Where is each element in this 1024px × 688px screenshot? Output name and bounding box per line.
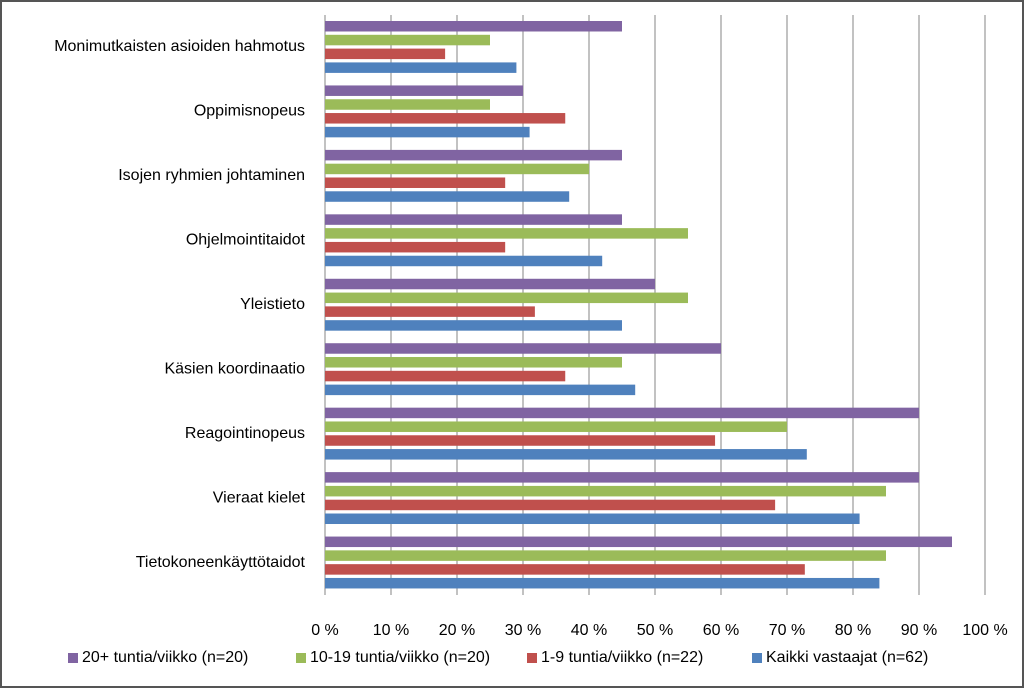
bar: [325, 320, 622, 331]
bar: [325, 255, 603, 267]
legend-label: 20+ tuntia/viikko (n=20): [82, 649, 248, 666]
bar: [325, 85, 523, 96]
bar: [325, 292, 688, 304]
bar: [325, 113, 566, 124]
y-tick-label: Ohjelmointitaidot: [186, 232, 306, 249]
y-tick-label: Yleistieto: [240, 296, 305, 313]
bar: [325, 34, 490, 46]
y-tick-label: Monimutkaisten asioiden hahmotus: [54, 38, 305, 55]
x-tick-label: 70 %: [769, 622, 805, 639]
bar: [325, 99, 490, 110]
x-tick-label: 40 %: [571, 622, 607, 639]
y-tick-label: Reagointinopeus: [185, 425, 305, 442]
bar: [325, 513, 860, 525]
bar: [325, 177, 506, 188]
x-tick-label: 90 %: [901, 622, 937, 639]
bar: [325, 191, 570, 202]
bar: [325, 449, 807, 460]
x-tick-label: 30 %: [505, 622, 541, 639]
legend-label: 10-19 tuntia/viikko (n=20): [310, 649, 490, 666]
bar: [325, 407, 919, 419]
bar: [325, 48, 446, 60]
bar: [325, 564, 805, 575]
x-tick-label: 60 %: [703, 622, 739, 639]
legend-swatch: [296, 653, 306, 663]
y-tick-label: Isojen ryhmien johtaminen: [118, 167, 305, 184]
bar: [325, 228, 688, 239]
y-tick-label: Tietokoneenkäyttötaidot: [136, 554, 306, 571]
legend-swatch: [68, 653, 78, 663]
bar: [325, 577, 880, 589]
legend-swatch: [752, 653, 762, 663]
y-tick-label: Käsien koordinaatio: [164, 360, 305, 377]
y-tick-label: Oppimisnopeus: [194, 103, 305, 120]
x-tick-label: 50 %: [637, 622, 673, 639]
x-tick-label: 20 %: [439, 622, 475, 639]
bar: [325, 126, 530, 138]
bar: [325, 472, 919, 483]
bar: [325, 149, 622, 161]
bar: [325, 343, 721, 354]
x-tick-label: 80 %: [835, 622, 871, 639]
legend-label: Kaikki vastaajat (n=62): [766, 649, 928, 666]
legend-label: 1-9 tuntia/viikko (n=22): [541, 649, 703, 666]
y-tick-label: Vieraat kielet: [213, 489, 306, 506]
bar: [325, 435, 716, 446]
bar: [325, 21, 622, 32]
x-tick-label: 0 %: [311, 622, 339, 639]
bar: [325, 306, 535, 317]
bar: [325, 357, 622, 368]
bar: [325, 384, 636, 396]
bar: [325, 499, 776, 511]
bar: [325, 163, 589, 175]
bar: [325, 241, 506, 253]
legend-swatch: [527, 653, 537, 663]
bar: [325, 421, 787, 432]
bar: [325, 278, 655, 290]
bar: [325, 550, 886, 561]
x-tick-label: 10 %: [373, 622, 409, 639]
bar: [325, 62, 517, 73]
bar: [325, 370, 566, 382]
x-tick-label: 100 %: [962, 622, 1007, 639]
bar: [325, 214, 622, 225]
bar: [325, 536, 952, 548]
bar: [325, 485, 886, 497]
